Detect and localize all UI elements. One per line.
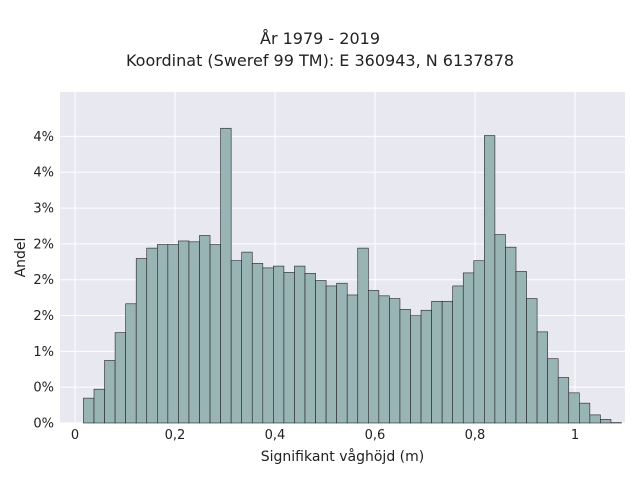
- histogram-bar: [220, 127, 232, 424]
- histogram-bar: [378, 295, 390, 424]
- histogram-bar: [431, 300, 443, 424]
- histogram-bar: [273, 265, 285, 424]
- histogram-bar: [178, 240, 190, 424]
- histogram-bar: [473, 260, 485, 424]
- histogram-bar: [462, 272, 475, 424]
- histogram-bar: [505, 246, 517, 424]
- histogram-bar: [367, 290, 380, 424]
- x-tick-label: 0,6: [365, 428, 386, 443]
- x-tick-label: 0,8: [465, 428, 486, 443]
- histogram-bar: [251, 263, 264, 424]
- histogram-bar: [494, 234, 506, 424]
- chart-title-line-1: År 1979 - 2019: [260, 29, 380, 48]
- y-tick-label: 1%: [33, 345, 54, 360]
- histogram-bar: [536, 331, 548, 424]
- y-axis-ticks: 0% 0% 1% 2% 2% 2% 3% 4% 4%: [33, 130, 54, 432]
- histogram-bar: [568, 392, 580, 424]
- histogram-bar: [389, 298, 401, 424]
- histogram-bar: [157, 244, 169, 424]
- y-tick-label: 2%: [33, 309, 54, 324]
- histogram-bar: [325, 285, 337, 424]
- histogram-bars: [83, 127, 622, 424]
- x-tick-label: 1: [571, 428, 579, 443]
- histogram-bar: [83, 397, 95, 424]
- histogram-bar: [230, 260, 242, 424]
- histogram-bar: [199, 235, 211, 424]
- histogram-bar: [262, 267, 274, 424]
- histogram-bar: [526, 298, 538, 424]
- histogram-bar: [484, 135, 496, 424]
- histogram-bar: [283, 272, 295, 424]
- histogram-bar: [304, 273, 316, 424]
- histogram-bar: [452, 285, 464, 424]
- histogram-bar: [114, 332, 126, 424]
- x-axis-label: Signifikant våghöjd (m): [261, 448, 424, 465]
- histogram-bar: [294, 265, 306, 424]
- histogram-bar: [135, 258, 148, 424]
- histogram-bar: [167, 244, 179, 424]
- histogram-bar: [515, 271, 527, 424]
- chart-title-line-2: Koordinat (Sweref 99 TM): E 360943, N 61…: [125, 51, 515, 70]
- histogram-bar: [125, 303, 137, 424]
- histogram-bar: [188, 241, 200, 424]
- histogram-bar: [600, 419, 612, 424]
- histogram-bar: [346, 294, 359, 424]
- histogram-bar: [420, 309, 432, 424]
- histogram-bar: [410, 315, 422, 424]
- histogram-bar: [441, 300, 453, 424]
- histogram-bar: [241, 251, 253, 424]
- x-axis-ticks: 0 0,2 0,4 0,6 0,8 1: [71, 428, 579, 443]
- histogram-bar: [399, 309, 411, 424]
- histogram-bar: [589, 414, 601, 424]
- histogram-bar: [315, 280, 327, 424]
- y-tick-label: 2%: [33, 237, 54, 252]
- x-tick-label: 0,4: [265, 428, 286, 443]
- x-tick-label: 0,2: [165, 428, 186, 443]
- y-tick-label: 0%: [33, 381, 54, 396]
- y-axis-label: Andel: [13, 238, 29, 278]
- y-tick-label: 3%: [33, 202, 54, 217]
- y-tick-label: 4%: [33, 166, 54, 181]
- histogram-bar: [547, 358, 559, 424]
- y-tick-label: 2%: [33, 273, 54, 288]
- histogram-bar: [209, 244, 221, 424]
- histogram-bar: [578, 402, 591, 424]
- histogram-bar: [357, 247, 369, 424]
- histogram-bar: [336, 282, 348, 424]
- histogram-bar: [93, 388, 105, 424]
- y-tick-label: 0%: [33, 417, 54, 432]
- x-tick-label: 0: [71, 428, 79, 443]
- y-tick-label: 4%: [33, 130, 54, 145]
- histogram-bar: [557, 377, 570, 424]
- histogram-bar: [146, 247, 158, 424]
- histogram-bar: [104, 360, 116, 424]
